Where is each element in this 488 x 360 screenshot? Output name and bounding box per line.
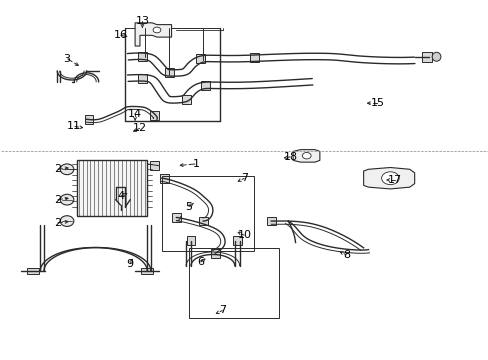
Bar [141,268,153,274]
Bar [138,52,146,62]
Bar [199,217,207,225]
Bar [172,213,181,222]
Ellipse shape [431,52,440,61]
Text: 11: 11 [67,121,81,131]
Bar [182,95,190,104]
Text: 3: 3 [63,54,70,64]
Circle shape [381,172,398,185]
Text: 14: 14 [128,109,142,119]
Text: 2: 2 [54,218,61,228]
Bar [162,176,254,251]
Text: 13: 13 [135,16,149,26]
Bar [125,28,220,121]
Text: 16: 16 [113,30,127,40]
Bar [138,73,146,83]
Text: 12: 12 [133,123,147,133]
Text: 6: 6 [197,257,204,267]
Text: 4: 4 [117,191,124,201]
Bar [421,52,431,62]
Bar [150,111,159,120]
Text: 17: 17 [387,175,402,185]
Circle shape [153,27,161,33]
Bar [160,174,168,183]
Text: 1: 1 [192,159,199,169]
Text: 2: 2 [54,195,61,204]
Text: 18: 18 [283,152,297,162]
Bar [266,217,275,225]
Text: 7: 7 [241,173,247,183]
Bar [84,115,93,123]
Bar [164,68,173,77]
Bar [186,237,195,245]
Ellipse shape [60,194,74,205]
Text: 8: 8 [343,250,349,260]
Circle shape [302,153,310,159]
Bar [249,53,258,63]
Bar [77,160,147,216]
Bar [150,161,159,170]
Text: 7: 7 [219,305,226,315]
Polygon shape [135,23,171,46]
Polygon shape [363,167,414,189]
Bar [27,268,39,274]
Bar [188,248,278,318]
Bar [232,237,241,245]
Text: 5: 5 [184,202,192,212]
Bar [201,81,209,90]
Bar [196,54,204,63]
Text: 2: 2 [54,164,61,174]
Ellipse shape [60,216,74,226]
Ellipse shape [60,164,74,175]
Bar [210,249,219,257]
Text: 10: 10 [237,230,251,240]
Text: 15: 15 [370,98,385,108]
Text: 9: 9 [126,259,134,269]
Polygon shape [292,150,319,162]
